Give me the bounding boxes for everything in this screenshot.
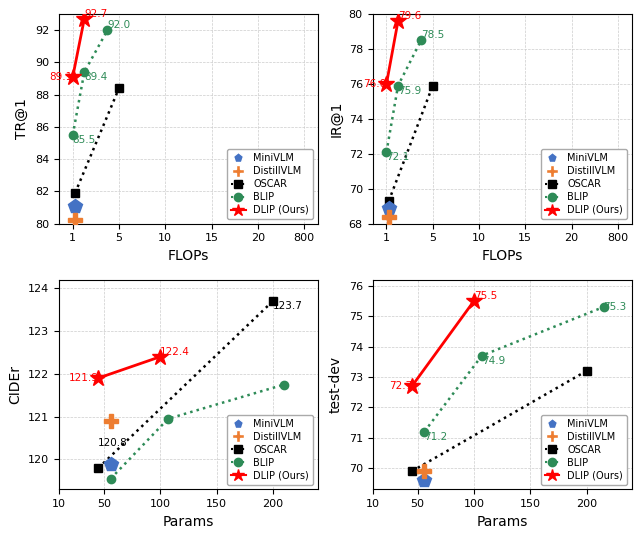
Text: 92.0: 92.0: [108, 20, 131, 30]
Text: 122.4: 122.4: [160, 347, 190, 357]
Text: 72.7: 72.7: [388, 381, 412, 391]
Y-axis label: test-dev: test-dev: [329, 356, 343, 413]
Y-axis label: TR@1: TR@1: [15, 98, 29, 139]
Legend: MiniVLM, DistillVLM, OSCAR, BLIP, DLIP (Ours): MiniVLM, DistillVLM, OSCAR, BLIP, DLIP (…: [541, 415, 627, 484]
Text: 75.9: 75.9: [398, 86, 421, 96]
Text: 123.7: 123.7: [273, 301, 303, 311]
X-axis label: Params: Params: [163, 514, 214, 528]
Text: 89.4: 89.4: [84, 72, 108, 82]
Text: 74.9: 74.9: [482, 355, 505, 366]
Text: 72.1: 72.1: [387, 152, 410, 162]
Text: 121.9: 121.9: [68, 373, 99, 383]
Legend: MiniVLM, DistillVLM, OSCAR, BLIP, DLIP (Ours): MiniVLM, DistillVLM, OSCAR, BLIP, DLIP (…: [227, 149, 313, 219]
Legend: MiniVLM, DistillVLM, OSCAR, BLIP, DLIP (Ours): MiniVLM, DistillVLM, OSCAR, BLIP, DLIP (…: [227, 415, 313, 484]
Text: 76.0: 76.0: [364, 79, 387, 89]
Y-axis label: IR@1: IR@1: [329, 100, 343, 137]
Y-axis label: CIDEr: CIDEr: [8, 365, 22, 404]
X-axis label: FLOPs: FLOPs: [481, 249, 523, 263]
Text: 85.5: 85.5: [73, 135, 96, 145]
Text: 92.7: 92.7: [84, 9, 108, 19]
Text: 78.5: 78.5: [421, 30, 444, 40]
Text: 79.6: 79.6: [398, 11, 421, 21]
X-axis label: FLOPs: FLOPs: [168, 249, 209, 263]
Legend: MiniVLM, DistillVLM, OSCAR, BLIP, DLIP (Ours): MiniVLM, DistillVLM, OSCAR, BLIP, DLIP (…: [541, 149, 627, 219]
Text: 75.3: 75.3: [604, 302, 627, 312]
Text: 120.8: 120.8: [99, 438, 128, 448]
Text: 89.1: 89.1: [49, 72, 73, 82]
Text: 71.2: 71.2: [424, 432, 447, 441]
X-axis label: Params: Params: [476, 514, 528, 528]
Text: 75.5: 75.5: [474, 291, 497, 301]
